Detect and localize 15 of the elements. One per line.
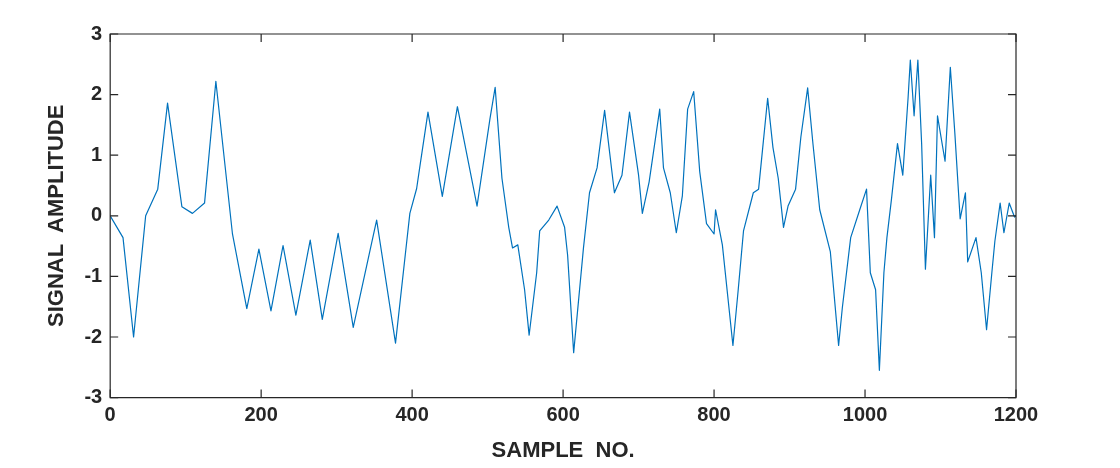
x-tick-label: 1000: [842, 403, 888, 426]
x-tick-label: 200: [244, 403, 278, 426]
x-tick-label: 600: [546, 403, 580, 426]
y-tick-label: 1: [91, 142, 103, 165]
y-tick-label: 3: [91, 21, 103, 44]
y-tick-label: -1: [84, 263, 103, 286]
x-tick-label: 400: [395, 403, 429, 426]
x-tick-label: 800: [697, 403, 731, 426]
y-tick-label: 2: [91, 82, 103, 105]
y-axis-title: SIGNAL AMPLITUDE: [43, 104, 69, 328]
y-tick-label: 0: [91, 203, 103, 226]
y-tick-label: -3: [84, 385, 103, 408]
y-tick-label: -2: [84, 324, 103, 347]
x-tick-label: 1200: [993, 403, 1039, 426]
x-axis-title: SAMPLE NO.: [491, 436, 635, 462]
